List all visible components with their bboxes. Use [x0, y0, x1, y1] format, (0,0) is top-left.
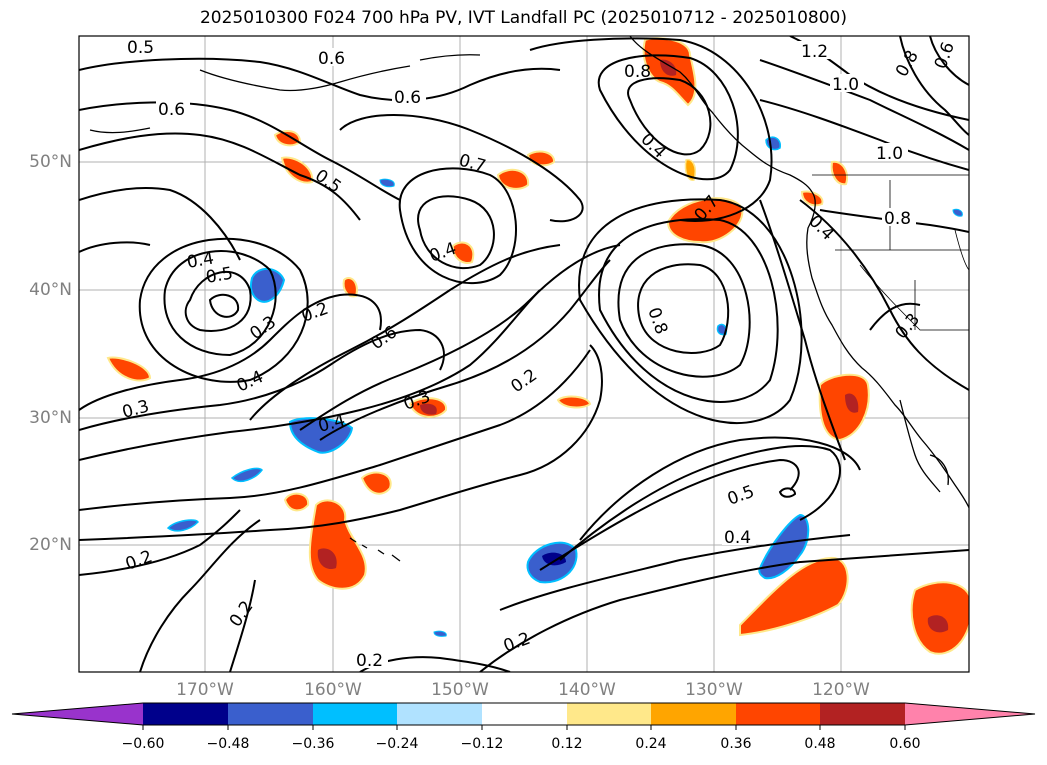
colorbar-segment	[482, 703, 567, 725]
lat-label: 20°N	[29, 535, 72, 555]
colorbar-extend-low	[12, 703, 143, 725]
colorbar-tick-label: 0.36	[720, 736, 752, 752]
contour-label: 0.6	[318, 49, 345, 69]
contour-label: 0.4	[185, 249, 215, 273]
colorbar-segment	[651, 703, 736, 725]
contour-label: 0.5	[127, 38, 154, 58]
contour-label: 0.8	[884, 209, 911, 229]
colorbar-tick-label: −0.24	[375, 736, 419, 752]
lon-label: 170°W	[176, 680, 234, 700]
colorbar-tick-label: 0.60	[889, 736, 921, 752]
contour-label: 1.2	[801, 42, 828, 62]
contour-label: 0.8	[624, 62, 651, 82]
lat-label: 40°N	[29, 280, 72, 300]
colorbar-tick-label: −0.12	[460, 736, 504, 752]
pv-contours	[79, 36, 969, 672]
map-title: 2025010300 F024 700 hPa PV, IVT Landfall…	[199, 8, 847, 28]
colorbar-segment	[143, 703, 228, 725]
colorbar-tick-label: −0.48	[206, 736, 250, 752]
lon-label: 150°W	[431, 680, 489, 700]
colorbar-segment	[228, 703, 313, 725]
contour-label: 1.0	[832, 75, 859, 95]
lon-label: 140°W	[558, 680, 616, 700]
colorbar-tick-label: 0.24	[635, 736, 667, 752]
contour-label: 0.6	[394, 88, 421, 108]
lat-label: 30°N	[29, 408, 72, 428]
contour-label: 0.6	[158, 100, 185, 120]
colorbar-segment	[313, 703, 397, 725]
lon-label: 160°W	[304, 680, 362, 700]
colorbar-segment	[820, 703, 905, 725]
colorbar	[11, 702, 1036, 730]
contour-label: 0.2	[356, 651, 383, 671]
colorbar-segment	[567, 703, 651, 725]
lon-label: 130°W	[685, 680, 743, 700]
lon-label: 120°W	[812, 680, 870, 700]
colorbar-tick-label: 0.12	[551, 736, 583, 752]
colorbar-tick-label: −0.36	[291, 736, 335, 752]
colorbar-tick-label: −0.60	[121, 736, 165, 752]
map-frame	[78, 35, 970, 673]
contour-label: 1.0	[876, 144, 903, 164]
gridlines	[79, 36, 969, 672]
colorbar-tick-label: 0.48	[804, 736, 836, 752]
contour-label: 0.4	[724, 528, 751, 548]
colorbar-segment	[397, 703, 482, 725]
contour-label: 0.5	[204, 264, 234, 288]
colorbar-segment	[736, 703, 820, 725]
coastlines	[89, 36, 969, 562]
colorbar-extend-high	[905, 703, 1035, 725]
lat-label: 50°N	[29, 152, 72, 172]
